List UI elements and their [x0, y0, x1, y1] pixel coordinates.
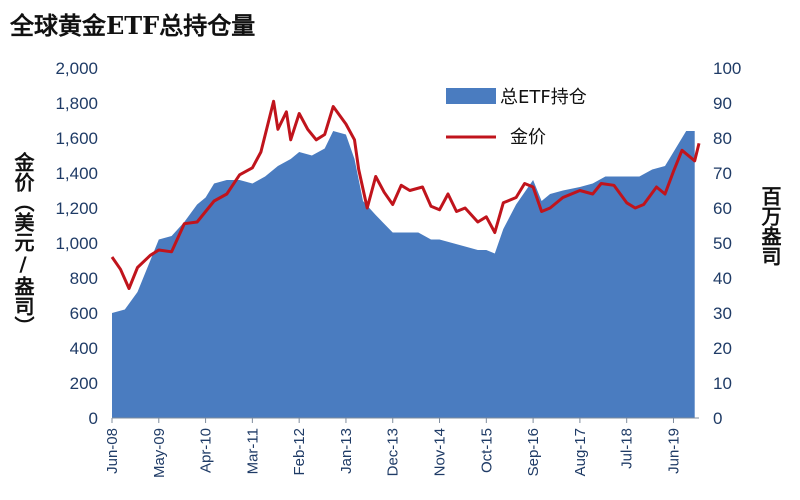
- left-tick-label: 2,000: [55, 59, 98, 78]
- x-tick-label: Sep-16: [525, 428, 542, 476]
- legend-label-holdings: 总ETF持仓: [500, 87, 587, 108]
- x-tick-label: May-09: [151, 428, 168, 478]
- left-tick-label: 600: [70, 304, 98, 323]
- left-axis-label: 金价（美元/盎司）: [11, 152, 35, 336]
- x-tick-label: Jan-13: [338, 428, 355, 474]
- chart-title: 全球黄金ETF总持仓量: [10, 11, 256, 40]
- right-tick-label: 0: [713, 409, 722, 428]
- right-tick-label: 90: [713, 94, 732, 113]
- right-tick-label: 30: [713, 304, 732, 323]
- x-tick-label: Feb-12: [291, 428, 308, 476]
- gold-price-line: [110, 99, 701, 290]
- x-tick-label: Apr-10: [198, 428, 215, 473]
- right-tick-label: 10: [713, 374, 732, 393]
- right-tick-label: 50: [713, 234, 732, 253]
- x-tick-label: Aug-17: [572, 428, 589, 476]
- left-tick-label: 400: [70, 339, 98, 358]
- right-tick-label: 100: [713, 59, 741, 78]
- legend-label-gold: 金价: [510, 127, 546, 148]
- x-tick-label: Mar-11: [244, 428, 261, 474]
- x-tick-label: Jul-18: [619, 428, 636, 469]
- right-tick-label: 60: [713, 199, 732, 218]
- left-tick-label: 1,600: [55, 129, 98, 148]
- left-tick-label: 0: [89, 409, 98, 428]
- right-tick-label: 70: [713, 164, 732, 183]
- left-tick-label: 1,800: [55, 94, 98, 113]
- right-tick-label: 40: [713, 269, 732, 288]
- x-tick-label: Oct-15: [478, 428, 495, 473]
- etf-holdings-area: [112, 131, 695, 418]
- x-tick-label: Jun-19: [665, 428, 682, 474]
- left-tick-label: 800: [70, 269, 98, 288]
- x-tick-label: Dec-13: [385, 428, 402, 476]
- right-tick-label: 80: [713, 129, 732, 148]
- legend-swatch-holdings: [446, 88, 496, 104]
- right-tick-label: 20: [713, 339, 732, 358]
- left-tick-label: 1,400: [55, 164, 98, 183]
- right-axis-label: 百万盎司: [758, 186, 782, 266]
- left-tick-label: 1,000: [55, 234, 98, 253]
- left-tick-label: 200: [70, 374, 98, 393]
- left-tick-label: 1,200: [55, 199, 98, 218]
- x-tick-label: Nov-14: [432, 428, 449, 476]
- x-tick-label: Jun-08: [104, 428, 121, 474]
